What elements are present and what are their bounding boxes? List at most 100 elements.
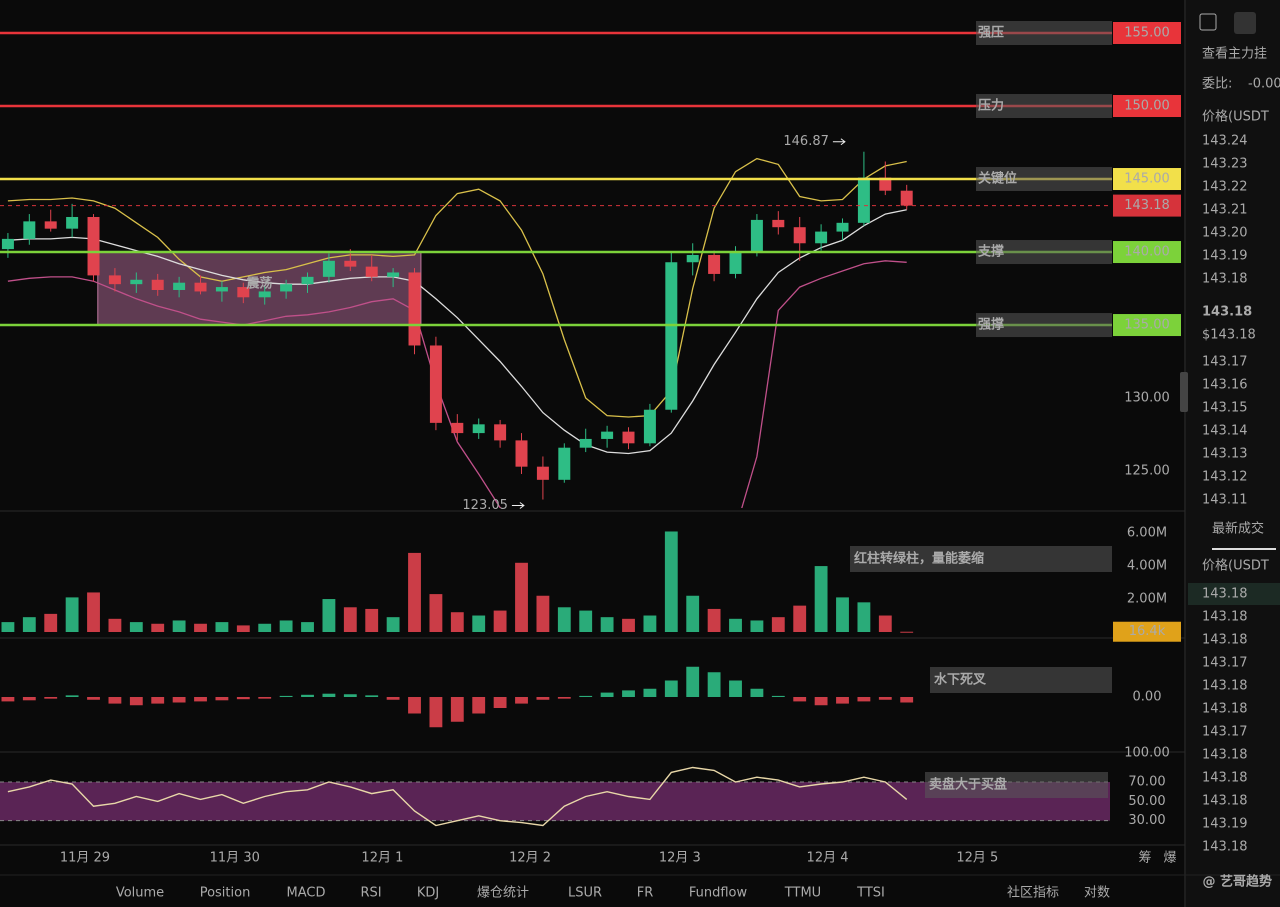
level-name-box xyxy=(976,21,1112,46)
bar xyxy=(22,617,36,632)
level-price: 155.00 xyxy=(1124,26,1170,41)
range-label: 震荡 xyxy=(245,276,272,292)
sidebar-text: 143.23 xyxy=(1202,157,1248,172)
note: 水下死叉 xyxy=(934,672,987,688)
bar xyxy=(493,610,507,632)
y-tick-label: 30.00 xyxy=(1128,813,1165,828)
candle-body xyxy=(44,221,57,229)
bar xyxy=(194,623,207,632)
candle-body xyxy=(515,440,528,467)
bar xyxy=(557,697,571,699)
candle-body xyxy=(900,190,913,206)
tab[interactable]: Position xyxy=(200,886,251,901)
bar xyxy=(215,697,229,701)
watermark: @ 艺哥趋势 xyxy=(1202,874,1272,890)
annotation-arrow xyxy=(832,138,846,146)
tab[interactable]: FR xyxy=(637,886,654,901)
candle-body xyxy=(815,231,828,244)
tab[interactable]: 对数 xyxy=(1084,886,1110,901)
axis-icon: 爆 xyxy=(1163,851,1176,866)
bar xyxy=(643,688,657,697)
bar xyxy=(686,666,700,697)
tab[interactable]: TTSI xyxy=(856,886,885,901)
y-tick-label: 130.00 xyxy=(1124,391,1170,406)
bar xyxy=(343,694,357,697)
level-price-box xyxy=(1113,168,1181,191)
icon[interactable] xyxy=(1234,12,1256,34)
band-line xyxy=(7,209,907,455)
tab[interactable]: KDJ xyxy=(417,886,439,901)
bar xyxy=(108,697,122,704)
bar xyxy=(258,623,272,632)
candle-body xyxy=(215,287,228,292)
bar xyxy=(836,697,849,704)
bar xyxy=(771,617,785,632)
tab[interactable]: Fundflow xyxy=(689,886,748,901)
candle-body xyxy=(344,260,357,267)
bar xyxy=(322,599,336,632)
row-highlight xyxy=(1188,583,1280,605)
bar xyxy=(44,613,58,632)
candle-body xyxy=(579,438,592,448)
sidebar-text: 143.11 xyxy=(1202,493,1248,508)
bar xyxy=(729,618,742,632)
level-price: 150.00 xyxy=(1124,99,1170,114)
sidebar-text: 143.22 xyxy=(1202,180,1248,195)
bar xyxy=(151,623,165,632)
current-volume-box xyxy=(1113,621,1181,642)
sidebar-text: 143.19 xyxy=(1202,817,1248,832)
candle-body xyxy=(301,276,314,285)
rsi-line xyxy=(7,766,908,827)
y-tick-label: 0.00 xyxy=(1133,690,1162,705)
level-name-box xyxy=(976,94,1112,119)
y-tick-label: 2.00M xyxy=(1127,592,1167,607)
sidebar-text: 143.15 xyxy=(1202,401,1248,416)
tab[interactable]: 社区指标 xyxy=(1007,885,1059,901)
level-name-box xyxy=(976,313,1112,338)
candle-body xyxy=(87,216,100,276)
x-tick-label: 12月 4 xyxy=(807,851,849,866)
sidebar-text: 143.13 xyxy=(1202,447,1248,462)
handle[interactable] xyxy=(1180,372,1188,412)
candle-body xyxy=(857,177,870,223)
bar xyxy=(878,615,892,632)
level-name: 支撑 xyxy=(977,244,1004,260)
candle-body xyxy=(879,177,892,191)
sidebar-text: 143.17 xyxy=(1202,725,1248,740)
bar xyxy=(900,631,914,633)
price-plot xyxy=(1,151,913,508)
level-price-box xyxy=(1113,22,1181,45)
bar xyxy=(515,697,528,704)
band-line xyxy=(7,157,907,418)
x-tick-label: 12月 2 xyxy=(509,851,551,866)
bar xyxy=(151,697,165,704)
icon[interactable] xyxy=(1199,13,1217,31)
note-box xyxy=(930,667,1112,693)
tab[interactable]: LSUR xyxy=(568,886,602,901)
y-tick-label: 70.00 xyxy=(1128,775,1165,790)
tab[interactable]: TTMU xyxy=(784,886,821,901)
sidebar-text: 143.19 xyxy=(1202,249,1248,264)
x-tick-label: 12月 5 xyxy=(956,851,998,866)
candle-body xyxy=(836,222,849,232)
annotation: 123.05 xyxy=(462,498,508,513)
bar xyxy=(814,566,828,632)
bar xyxy=(194,697,207,702)
sidebar-text: 143.21 xyxy=(1202,203,1248,218)
sidebar-text: 委比: xyxy=(1202,77,1232,92)
tab[interactable]: Volume xyxy=(116,886,164,901)
candle-body xyxy=(23,221,36,239)
sidebar-text: 143.20 xyxy=(1202,226,1248,241)
bar xyxy=(236,625,250,632)
candle-body xyxy=(729,252,742,274)
tab[interactable]: 爆仓统计 xyxy=(477,886,529,901)
tab[interactable]: MACD xyxy=(287,886,326,901)
bar xyxy=(600,692,614,697)
tab[interactable]: RSI xyxy=(360,886,381,901)
bar xyxy=(343,607,357,632)
bar xyxy=(793,697,807,702)
candle-body xyxy=(130,279,143,285)
bar xyxy=(408,552,421,632)
bar xyxy=(515,562,528,632)
bar xyxy=(643,615,657,632)
